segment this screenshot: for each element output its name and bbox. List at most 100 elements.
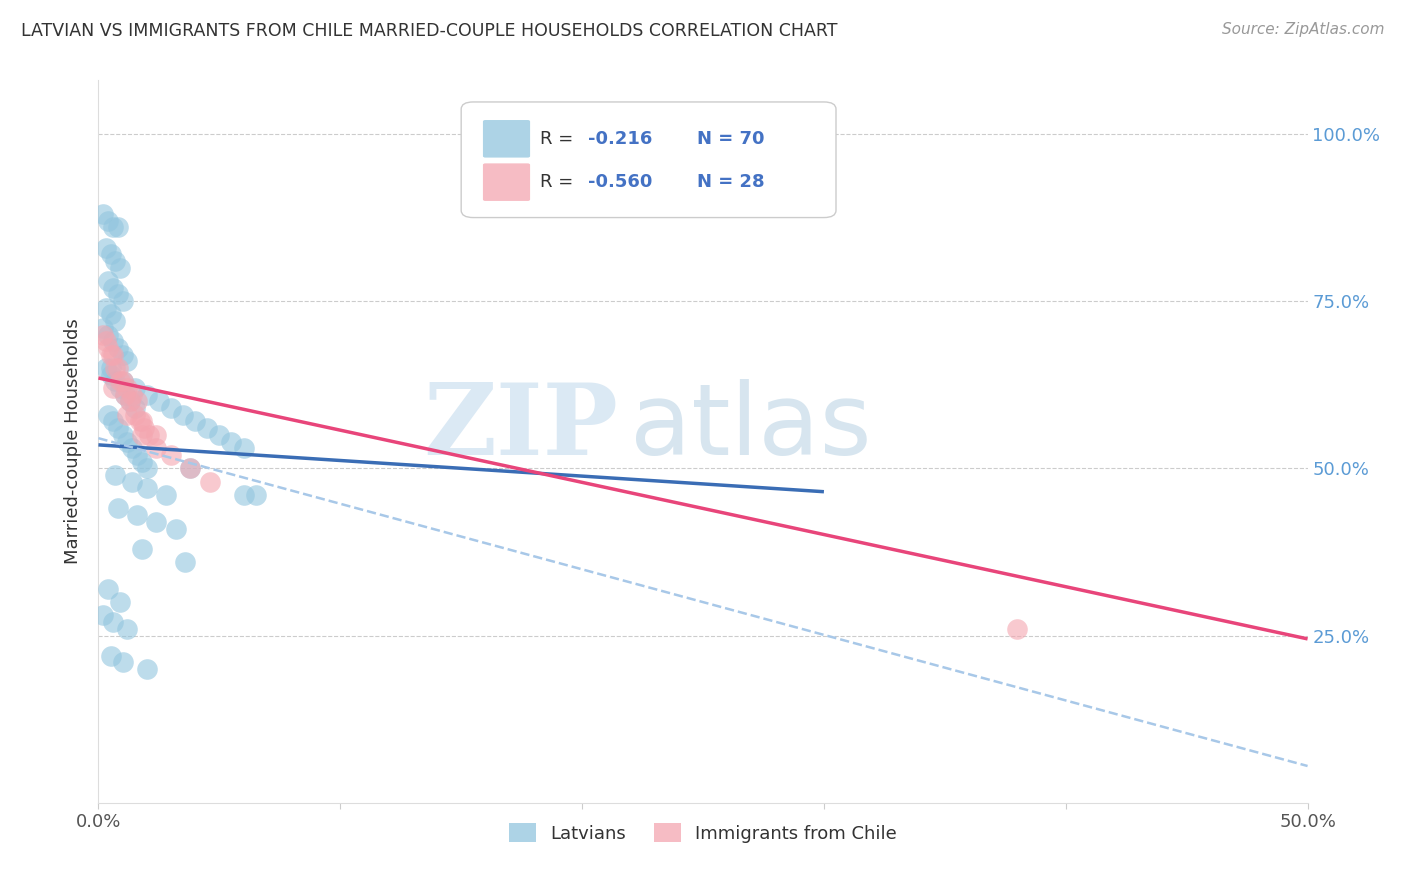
Point bbox=[104, 467, 127, 482]
Point bbox=[111, 427, 134, 442]
Point bbox=[100, 361, 122, 376]
Point bbox=[117, 381, 139, 395]
Point bbox=[127, 448, 149, 462]
Point bbox=[232, 442, 254, 455]
Point bbox=[104, 314, 127, 328]
Y-axis label: Married-couple Households: Married-couple Households bbox=[65, 318, 83, 565]
Point bbox=[174, 555, 197, 569]
Point bbox=[121, 442, 143, 455]
Point bbox=[172, 408, 194, 422]
Point bbox=[121, 475, 143, 489]
Text: ZIP: ZIP bbox=[423, 378, 619, 475]
Point bbox=[131, 414, 153, 429]
Point bbox=[117, 354, 139, 368]
FancyBboxPatch shape bbox=[482, 120, 530, 158]
Point bbox=[101, 615, 124, 630]
Point bbox=[97, 341, 120, 355]
Text: atlas: atlas bbox=[630, 378, 872, 475]
Point bbox=[111, 348, 134, 362]
Point bbox=[107, 220, 129, 235]
Point bbox=[208, 427, 231, 442]
Point bbox=[124, 408, 146, 422]
Point bbox=[118, 394, 141, 409]
Point bbox=[101, 348, 124, 362]
Point bbox=[111, 375, 134, 389]
Point bbox=[94, 334, 117, 349]
Point bbox=[104, 254, 127, 268]
Point bbox=[91, 608, 114, 623]
Point bbox=[135, 482, 157, 496]
Point bbox=[124, 381, 146, 395]
Point bbox=[135, 387, 157, 401]
Point bbox=[117, 622, 139, 636]
Point bbox=[165, 521, 187, 535]
Point bbox=[179, 461, 201, 475]
Point bbox=[184, 414, 207, 429]
Point bbox=[94, 241, 117, 255]
Point bbox=[100, 648, 122, 663]
Point bbox=[104, 375, 127, 389]
FancyBboxPatch shape bbox=[482, 163, 530, 201]
Point bbox=[108, 375, 131, 389]
Point bbox=[107, 501, 129, 516]
Text: N = 70: N = 70 bbox=[697, 130, 765, 148]
FancyBboxPatch shape bbox=[461, 102, 837, 218]
Point bbox=[124, 401, 146, 416]
Point bbox=[91, 321, 114, 335]
Point bbox=[131, 427, 153, 442]
Point bbox=[108, 381, 131, 395]
Point bbox=[107, 287, 129, 301]
Point bbox=[138, 427, 160, 442]
Point bbox=[91, 327, 114, 342]
Point bbox=[111, 294, 134, 309]
Point bbox=[127, 394, 149, 409]
Point bbox=[145, 427, 167, 442]
Point bbox=[97, 274, 120, 288]
Point bbox=[101, 381, 124, 395]
Point bbox=[118, 394, 141, 409]
Text: -0.560: -0.560 bbox=[588, 173, 652, 191]
Point bbox=[155, 488, 177, 502]
Point bbox=[97, 327, 120, 342]
Point bbox=[135, 662, 157, 676]
Point bbox=[107, 341, 129, 355]
Point bbox=[111, 655, 134, 669]
Point bbox=[232, 488, 254, 502]
Text: -0.216: -0.216 bbox=[588, 130, 652, 148]
Legend: Latvians, Immigrants from Chile: Latvians, Immigrants from Chile bbox=[501, 814, 905, 852]
Point bbox=[114, 387, 136, 401]
Point bbox=[100, 368, 122, 382]
Point bbox=[145, 515, 167, 529]
Point bbox=[91, 207, 114, 221]
Point bbox=[134, 421, 156, 435]
Point bbox=[195, 421, 218, 435]
Point bbox=[100, 307, 122, 322]
Point bbox=[97, 582, 120, 596]
Point bbox=[101, 414, 124, 429]
Point bbox=[101, 281, 124, 295]
Point bbox=[179, 461, 201, 475]
Point bbox=[198, 475, 221, 489]
Point bbox=[221, 434, 243, 449]
Point bbox=[131, 455, 153, 469]
Point bbox=[114, 387, 136, 401]
Text: R =: R = bbox=[540, 173, 574, 191]
Text: R =: R = bbox=[540, 130, 574, 148]
Point bbox=[100, 348, 122, 362]
Point bbox=[145, 442, 167, 455]
Point bbox=[101, 334, 124, 349]
Point bbox=[111, 375, 134, 389]
Point bbox=[160, 448, 183, 462]
Point bbox=[128, 414, 150, 429]
Point bbox=[148, 394, 170, 409]
Point bbox=[97, 408, 120, 422]
Point bbox=[1007, 622, 1029, 636]
Point bbox=[94, 301, 117, 315]
Point bbox=[117, 408, 139, 422]
Point bbox=[121, 387, 143, 401]
Point bbox=[131, 541, 153, 556]
Text: Source: ZipAtlas.com: Source: ZipAtlas.com bbox=[1222, 22, 1385, 37]
Point bbox=[97, 214, 120, 228]
Point bbox=[100, 247, 122, 261]
Point bbox=[104, 361, 127, 376]
